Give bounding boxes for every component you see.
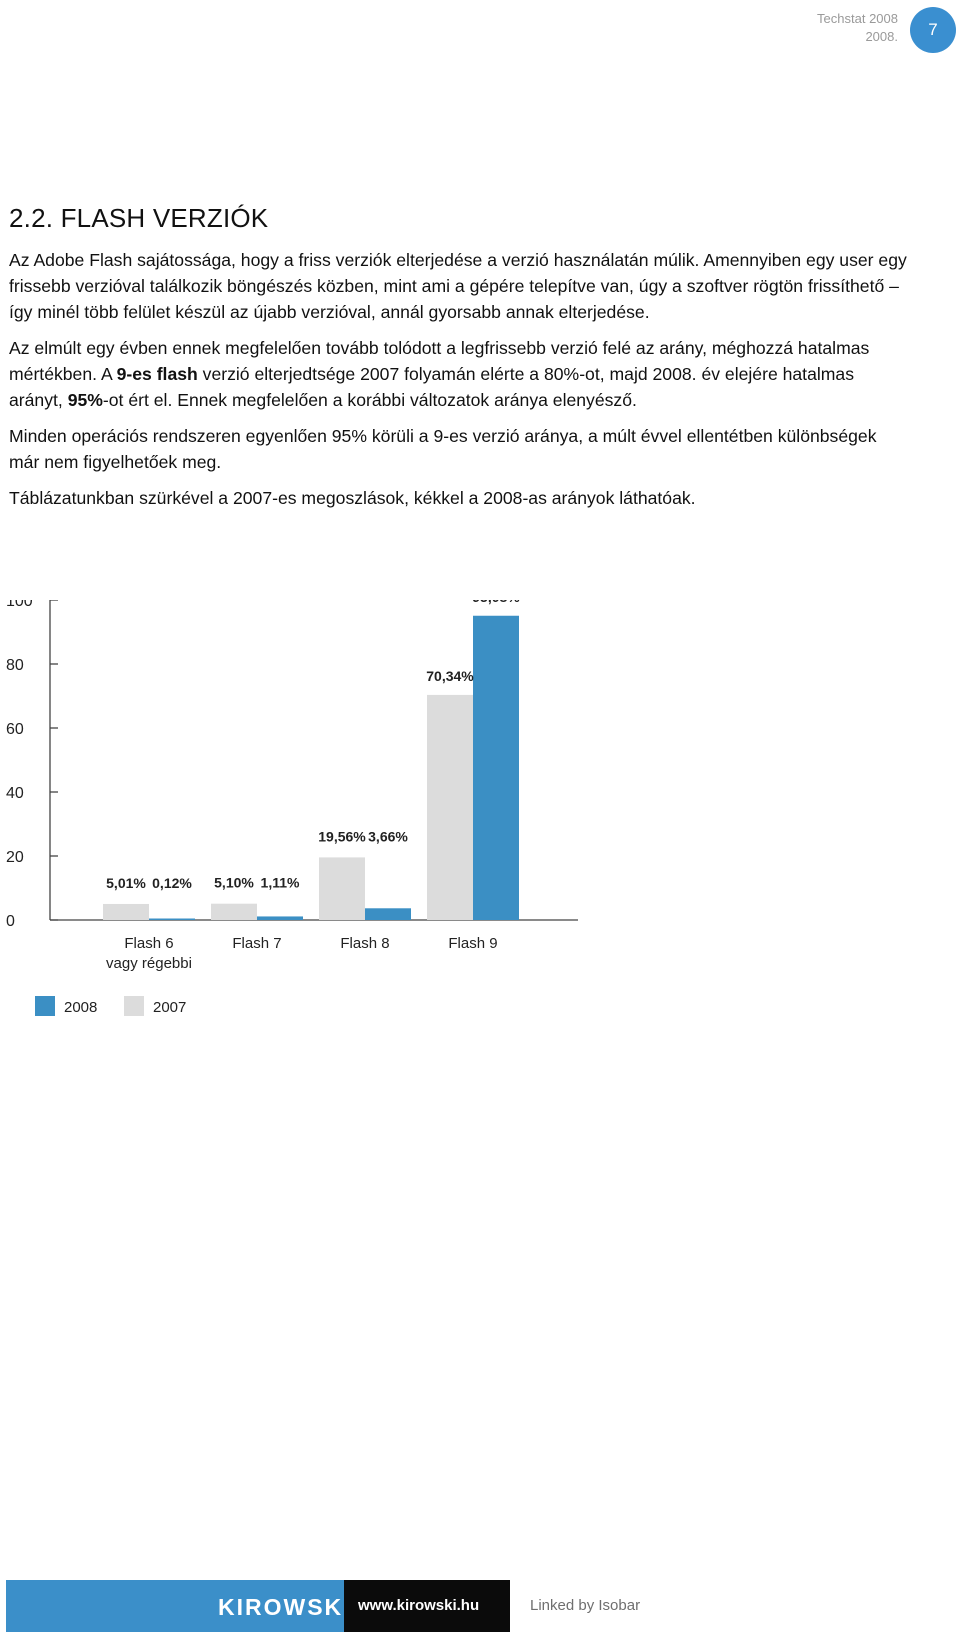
data-label-2007: 19,56% <box>318 828 366 844</box>
footer-brand-panel: Kirowski <box>6 1580 350 1632</box>
paragraph-intro: Az Adobe Flash sajátossága, hogy a friss… <box>9 250 907 322</box>
y-tick-label: 100 <box>6 600 33 610</box>
header-title: Techstat 2008 2008. <box>817 10 898 46</box>
y-tick-label: 40 <box>6 785 24 802</box>
paragraph-os: Minden operációs rendszeren egyenlően 95… <box>9 426 877 472</box>
flash-version-chart-svg: 0 20 40 60 80 100 5,01% 0,12% Flash 6 vagy régebb… <box>6 600 578 1016</box>
kirowski-logo: Kirowski <box>218 1594 352 1620</box>
paragraph-legend-note: Táblázatunkban szürkével a 2007-es megos… <box>9 488 696 508</box>
bar-2008 <box>257 916 303 920</box>
data-label-2008: 3,66% <box>368 828 408 844</box>
footer-tagline: Linked by Isobar <box>530 1597 641 1614</box>
y-tick-label: 0 <box>6 913 15 930</box>
data-label-2007: 5,01% <box>106 875 146 891</box>
bar-2008 <box>149 918 195 920</box>
paragraph-trend-a: A <box>100 364 117 384</box>
bar-2007 <box>103 903 149 920</box>
footer-url-panel: www.kirowski.hu <box>344 1580 510 1632</box>
category-label: Flash 9 <box>448 935 497 952</box>
footer: Kirowski www.kirowski.hu Linked by Isoba… <box>6 1580 640 1632</box>
header-title-line1: Techstat 2008 <box>817 11 898 26</box>
legend-label-2007: 2007 <box>153 999 186 1016</box>
section-heading: 2.2. FLASH VERZIÓK <box>9 203 269 233</box>
paragraph-trend-bold-version: 9-es flash <box>116 364 198 384</box>
category-label: vagy régebbi <box>106 955 192 972</box>
bar-2007 <box>427 694 473 920</box>
legend-swatch-2008 <box>35 996 55 1016</box>
data-label-2008: 95,08% <box>472 600 520 605</box>
page-number-badge: 7 <box>910 7 956 53</box>
legend-label-2008: 2008 <box>64 999 97 1016</box>
y-tick-label: 60 <box>6 721 24 738</box>
data-label-2007: 5,10% <box>214 875 254 891</box>
data-label-2008: 0,12% <box>152 875 192 891</box>
footer-url-link[interactable]: www.kirowski.hu <box>358 1597 480 1614</box>
category-label: Flash 8 <box>340 935 389 952</box>
body-text: Az Adobe Flash sajátossága, hogy a friss… <box>9 247 909 521</box>
data-label-2008: 1,11% <box>261 875 300 891</box>
flash-version-chart: 0 20 40 60 80 100 5,01% 0,12% Flash 6 vagy régebb… <box>0 600 620 1080</box>
paragraph-trend-e: -ot ért el. Ennek megfelelően a korábbi … <box>102 390 637 410</box>
paragraph-trend: Az elmúlt egy évben ennek megfelelően to… <box>9 335 909 413</box>
y-tick-label: 20 <box>6 849 24 866</box>
bar-2007 <box>319 857 365 920</box>
bar-2008 <box>473 615 519 920</box>
header-title-line2: 2008. <box>865 29 898 44</box>
category-label: Flash 7 <box>232 935 281 952</box>
paragraph-trend-c: verzió elterjedtsége 2007 folyamán elért… <box>9 364 855 410</box>
paragraph-trend-bold-percent: 95% <box>67 390 103 410</box>
data-label-2007: 70,34% <box>426 668 474 684</box>
bar-2007 <box>211 903 257 920</box>
paragraph-trend-lead: Az elmúlt egy évben ennek megfelelően to… <box>9 338 870 384</box>
y-tick-label: 80 <box>6 657 24 674</box>
category-label: Flash 6 <box>124 935 173 952</box>
legend-swatch-2007 <box>124 996 144 1016</box>
bar-2008 <box>365 908 411 920</box>
